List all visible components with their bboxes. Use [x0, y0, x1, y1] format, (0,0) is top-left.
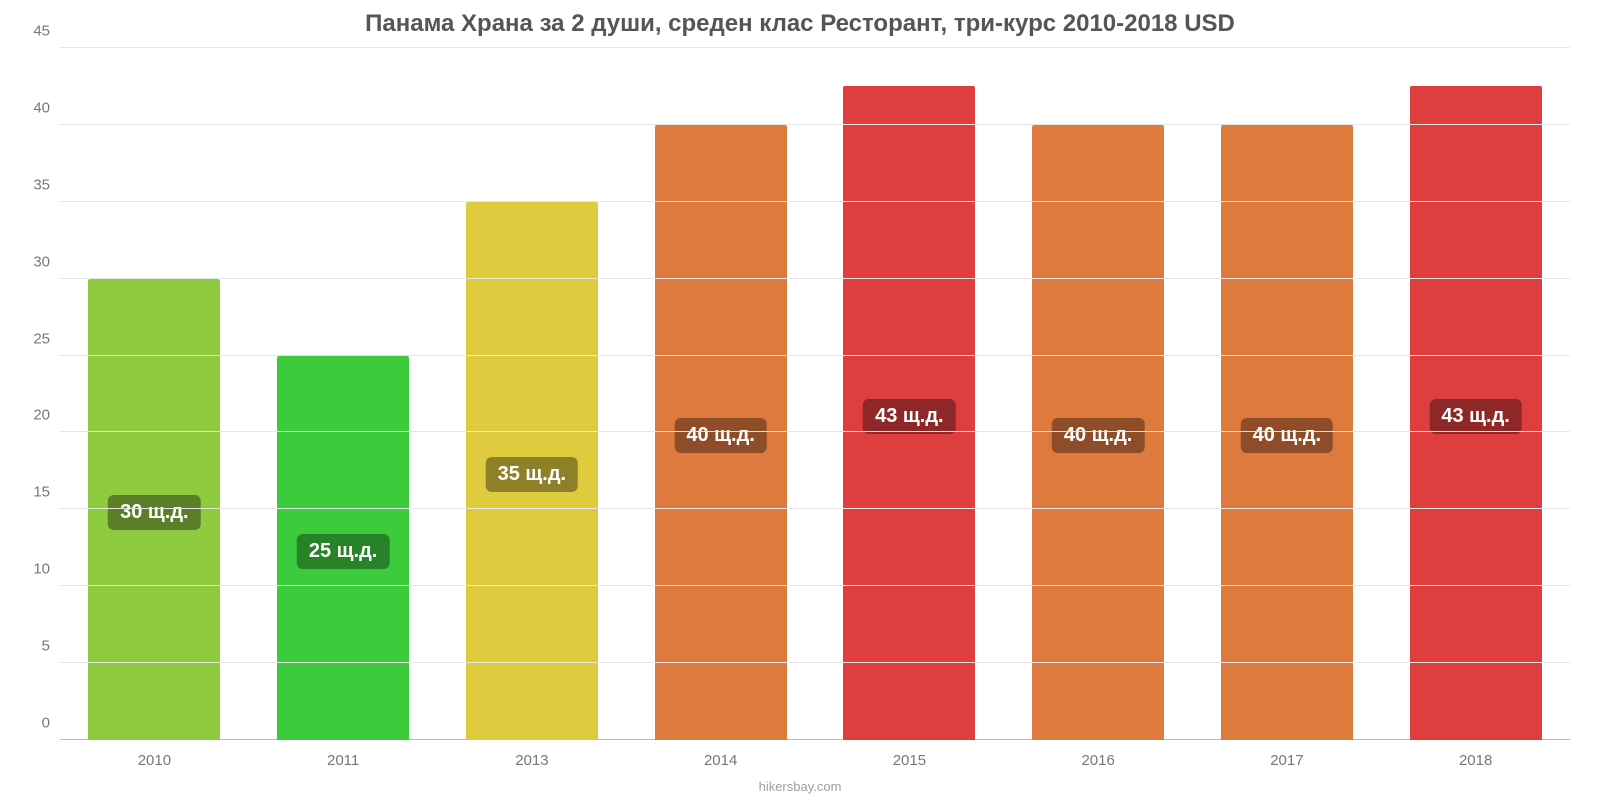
y-tick-label: 45	[33, 23, 60, 40]
bar-slot: 43 щ.д.2015	[815, 48, 1004, 740]
y-tick-label: 15	[33, 484, 60, 501]
x-tick-label: 2011	[327, 740, 359, 769]
grid-line	[60, 278, 1570, 279]
x-tick-label: 2013	[515, 740, 548, 769]
y-tick-label: 30	[33, 253, 60, 270]
x-tick-label: 2016	[1081, 740, 1114, 769]
bar-value-label: 35 щ.д.	[486, 457, 579, 492]
grid-line	[60, 47, 1570, 48]
bar-value-label: 40 щ.д.	[674, 418, 767, 453]
bar-value-label: 43 щ.д.	[863, 399, 956, 434]
grid-line	[60, 124, 1570, 125]
bar-value-label: 40 щ.д.	[1052, 418, 1145, 453]
bar-value-label: 43 щ.д.	[1429, 399, 1522, 434]
plot-area: 30 щ.д.201025 щ.д.201135 щ.д.201340 щ.д.…	[60, 48, 1570, 740]
grid-line	[60, 355, 1570, 356]
y-tick-label: 0	[42, 715, 60, 732]
bar-value-label: 25 щ.д.	[297, 534, 390, 569]
bar-slot: 25 щ.д.2011	[249, 48, 438, 740]
y-tick-label: 35	[33, 176, 60, 193]
grid-line	[60, 508, 1570, 509]
bar-slot: 30 щ.д.2010	[60, 48, 249, 740]
grid-line	[60, 201, 1570, 202]
x-tick-label: 2014	[704, 740, 737, 769]
grid-line	[60, 662, 1570, 663]
bar-slot: 40 щ.д.2014	[626, 48, 815, 740]
attribution-text: hikersbay.com	[759, 779, 842, 794]
bar-slot: 35 щ.д.2013	[438, 48, 627, 740]
y-tick-label: 5	[42, 638, 60, 655]
grid-line	[60, 431, 1570, 432]
x-tick-label: 2018	[1459, 740, 1492, 769]
bar-slot: 43 щ.д.2018	[1381, 48, 1570, 740]
x-tick-label: 2017	[1270, 740, 1303, 769]
y-tick-label: 20	[33, 407, 60, 424]
bars-container: 30 щ.д.201025 щ.д.201135 щ.д.201340 щ.д.…	[60, 48, 1570, 740]
bar-slot: 40 щ.д.2016	[1004, 48, 1193, 740]
bar-value-label: 40 щ.д.	[1241, 418, 1334, 453]
x-tick-label: 2015	[893, 740, 926, 769]
y-tick-label: 25	[33, 330, 60, 347]
y-tick-label: 10	[33, 561, 60, 578]
y-tick-label: 40	[33, 99, 60, 116]
bar-slot: 40 щ.д.2017	[1193, 48, 1382, 740]
x-tick-label: 2010	[138, 740, 171, 769]
chart-title: Панама Храна за 2 души, среден клас Рест…	[0, 0, 1600, 38]
bar-value-label: 30 щ.д.	[108, 495, 201, 530]
bar-chart: Панама Храна за 2 души, среден клас Рест…	[0, 0, 1600, 800]
grid-line	[60, 585, 1570, 586]
